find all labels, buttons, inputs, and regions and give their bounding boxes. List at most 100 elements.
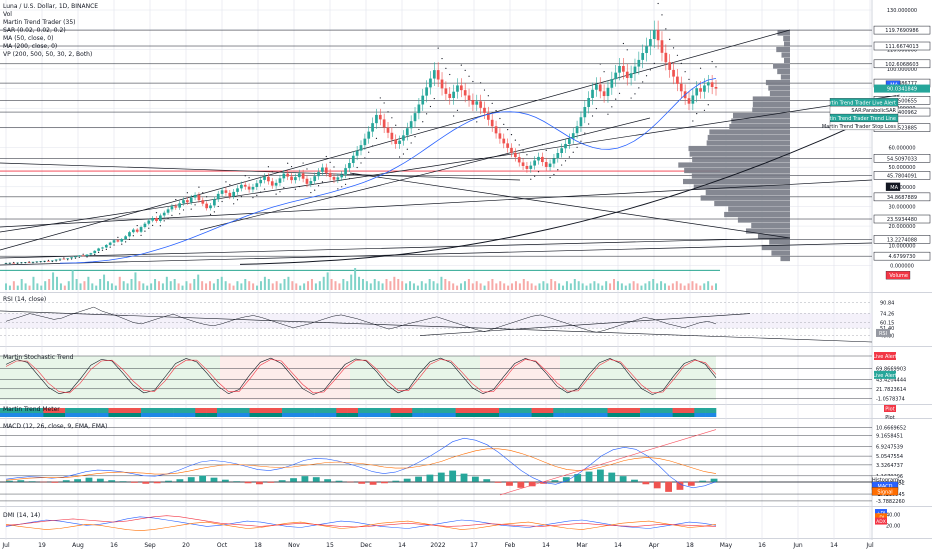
volume-profile-bar (731, 118, 790, 124)
volume-bar (216, 279, 219, 290)
candle-body (525, 165, 529, 169)
legend-ma200[interactable]: MA (200, close, 0) (3, 43, 58, 50)
meter-cell (130, 413, 142, 417)
candle-body (602, 91, 606, 97)
meter-cell (260, 408, 272, 413)
macd-histogram-bar (51, 481, 59, 483)
volume-bar (103, 274, 106, 290)
candle-body (108, 242, 112, 245)
sar-dot (194, 204, 196, 206)
macd-histogram-bar (653, 481, 661, 489)
meter-cell (314, 413, 326, 417)
meter-cell (65, 408, 77, 413)
price-level-label: 111.6674013 (885, 44, 918, 50)
macd-histogram-bar (267, 481, 275, 483)
sar-dot (561, 164, 563, 166)
volume-bar (350, 274, 353, 290)
trend-line (0, 237, 791, 259)
candle-body (390, 132, 394, 140)
candle-body (143, 223, 147, 228)
candle-body (209, 205, 212, 209)
candle-body (467, 95, 471, 101)
macd-title[interactable]: MACD (12, 26, close, 9, EMA, EMA) (3, 423, 108, 430)
volume-bar (436, 283, 439, 290)
meter-cell (607, 408, 619, 413)
rsi-badge-label: RSI (879, 331, 887, 337)
meter-cell (531, 408, 543, 413)
candle-body (336, 177, 340, 180)
volume-bar (613, 279, 616, 290)
legend-sar[interactable]: SAR (0.02, 0.02, 0.2) (3, 27, 66, 34)
x-tick-label: Jun (792, 542, 803, 549)
sar-dot (32, 262, 34, 264)
macd-histogram-bar (392, 480, 400, 482)
volume-bar (106, 281, 109, 290)
candle-body (629, 73, 633, 78)
macd-histogram-bar (108, 480, 116, 482)
macd-histogram-bar (233, 481, 241, 482)
volume-bar (197, 274, 200, 290)
sar-dot (86, 256, 88, 258)
macd-histogram-bar (290, 478, 297, 482)
volume-bar (652, 279, 655, 290)
meter-cell (455, 408, 467, 413)
candle-body (475, 101, 479, 105)
volume-bar (228, 283, 231, 290)
macd-histogram-bar (96, 478, 104, 482)
candle-body (58, 258, 62, 260)
candle-body (459, 85, 463, 91)
meter-cell (390, 408, 402, 413)
macd-histogram-bar (210, 477, 218, 482)
candle-body (444, 88, 448, 94)
macd-histogram-bar (460, 473, 468, 482)
axis-badge-label: Martin Trend Trader Stop Loss (822, 124, 896, 130)
legend-volume[interactable]: Vol (3, 11, 12, 18)
meter-cell (206, 413, 218, 417)
sar-dot (240, 196, 242, 198)
legend-vp[interactable]: VP (200, 500, 50, 30, 2, Both) (3, 51, 93, 58)
candle-body (62, 258, 66, 260)
stoch-tick-label: 43.4204444 (876, 378, 906, 384)
volume-bar (679, 283, 682, 290)
sar-dot (310, 191, 312, 194)
legend-martin-trend-trader[interactable]: Martin Trend Trader (35) (3, 19, 76, 26)
dmi-title[interactable]: DMI (14, 14) (3, 512, 41, 519)
meter-cell (379, 413, 391, 417)
candle-body (463, 90, 467, 96)
candle-body (471, 100, 475, 105)
candle-body (101, 247, 104, 249)
volume-bar (318, 281, 321, 290)
candle-body (224, 190, 228, 193)
stoch-title[interactable]: Martin Stochastic Trend (3, 354, 74, 361)
stoch-badge (874, 370, 896, 379)
meter-cell (694, 413, 706, 417)
volume-bar (24, 283, 27, 290)
sar-dot (82, 253, 84, 255)
volume-bar (189, 283, 192, 290)
macd-histogram-bar (199, 475, 207, 482)
volume-bar (118, 276, 121, 290)
volume-bar (522, 279, 525, 290)
volume-bar (703, 283, 706, 290)
x-tick-label: Feb (505, 542, 516, 549)
macd-histogram-bar (28, 481, 36, 482)
meter-cell (477, 408, 489, 413)
rsi-title[interactable]: RSI (14, close) (3, 296, 47, 303)
sar-dot (699, 67, 702, 69)
sar-dot (665, 28, 667, 30)
candle-body (544, 162, 548, 167)
macd-histogram-bar (358, 481, 366, 484)
candle-body (321, 167, 324, 172)
trend-meter-title[interactable]: Martin Trend Meter (3, 406, 60, 413)
sar-dot (379, 97, 381, 99)
candle-body (687, 98, 691, 104)
candle-body (294, 177, 297, 181)
volume-bar (577, 281, 580, 290)
candle-body (74, 256, 77, 258)
candle-body (131, 229, 135, 233)
sar-dot (703, 109, 706, 111)
legend-ma50[interactable]: MA (50, close, 0) (3, 35, 54, 42)
candle-body (699, 88, 702, 92)
axis-badge (829, 121, 899, 131)
candle-body (664, 52, 668, 63)
